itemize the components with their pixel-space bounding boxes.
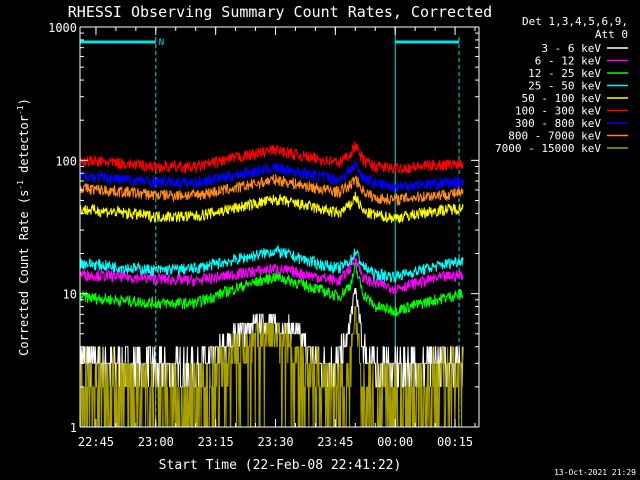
y-axis-label-sup: -1 <box>16 105 25 115</box>
series-line-2 <box>79 261 464 317</box>
legend-entry-label: 300 - 800 keV <box>515 117 601 130</box>
x-tick-label: 23:45 <box>317 435 353 449</box>
legend-entry-label: 7000 - 15000 keV <box>495 142 601 155</box>
series-line-1 <box>79 255 464 295</box>
legend-entry-label: 25 - 50 keV <box>528 80 601 93</box>
legend-header: Att 0 <box>595 28 628 41</box>
legend-entry-label: 3 - 6 keV <box>541 42 601 55</box>
y-axis-label-part: Corrected Count Rate (s <box>17 190 31 356</box>
series-line-3 <box>79 244 464 283</box>
series-line-4 <box>79 191 464 224</box>
x-tick-label: 00:15 <box>437 435 473 449</box>
y-tick-label: 100 <box>55 154 77 168</box>
x-tick-label: 22:45 <box>78 435 114 449</box>
legend-entry-label: 800 - 7000 keV <box>508 130 601 143</box>
legend-header: Det 1,3,4,5,6,9, <box>522 15 628 28</box>
legend-entry-label: 12 - 25 keV <box>528 67 601 80</box>
y-axis-label-sup: -1 <box>16 180 25 190</box>
y-axis-label-part: ) <box>17 98 31 105</box>
y-tick-label: 10 <box>63 288 77 302</box>
legend-entry-label: 6 - 12 keV <box>535 55 602 68</box>
footer-timestamp: 13-Oct-2021 21:29 <box>554 468 636 477</box>
x-tick-label: 23:15 <box>198 435 234 449</box>
x-axis-label: Start Time (22-Feb-08 22:41:22) <box>159 458 402 473</box>
y-tick-label: 1000 <box>48 21 77 35</box>
y-axis-label-part: detector <box>17 115 31 180</box>
series-line-5 <box>79 141 464 175</box>
series-line-6 <box>79 160 464 192</box>
chart-title: RHESSI Observing Summary Count Rates, Co… <box>68 3 492 21</box>
x-tick-label: 00:00 <box>377 435 413 449</box>
legend-entry-label: 100 - 300 keV <box>515 105 601 118</box>
series-line-7 <box>79 173 464 206</box>
plot-area: N 1 10 100 1000 22:45 23:00 23:15 23:30 23:45 00:0… <box>48 21 480 449</box>
x-tick-label: 23:00 <box>138 435 174 449</box>
flag-label: N <box>159 38 164 48</box>
y-tick-label: 1 <box>70 421 77 435</box>
x-tick-label: 23:30 <box>257 435 293 449</box>
y-axis-label: Corrected Count Rate (s-1 detector-1) <box>16 98 31 356</box>
legend-entry-label: 50 - 100 keV <box>522 92 602 105</box>
